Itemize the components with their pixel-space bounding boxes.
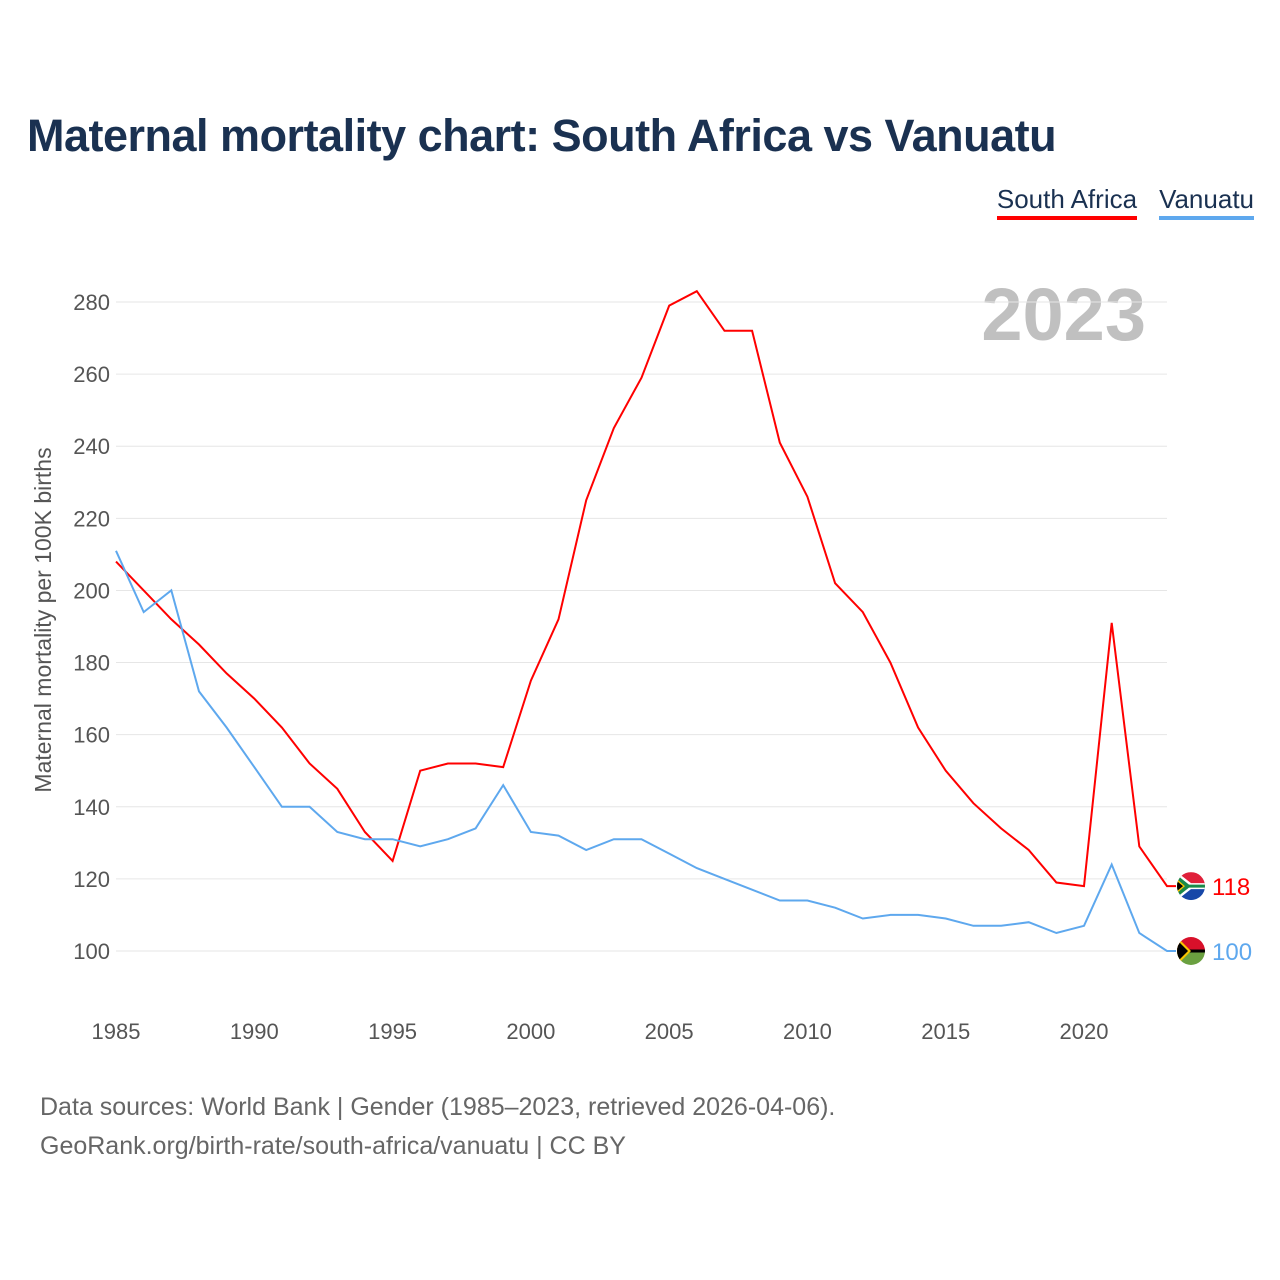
- vanuatu-flag-icon: [1177, 937, 1205, 965]
- x-tick-label: 2015: [921, 1019, 970, 1044]
- year-label: 2023: [981, 273, 1146, 356]
- south-africa-flag-icon: [1177, 872, 1205, 901]
- y-tick-label: 180: [73, 651, 110, 676]
- source-note: Data sources: World Bank | Gender (1985–…: [40, 1088, 835, 1166]
- legend-south-africa[interactable]: South Africa: [996, 184, 1138, 220]
- x-tick-label: 2005: [645, 1019, 694, 1044]
- y-tick-label: 120: [73, 867, 110, 892]
- x-tick-label: 2010: [783, 1019, 832, 1044]
- source-link[interactable]: GeoRank.org/birth-rate/south-africa/vanu…: [40, 1132, 626, 1160]
- x-tick-label: 1990: [230, 1019, 279, 1044]
- y-tick-label: 140: [73, 795, 110, 820]
- source-line-1: Data sources: World Bank | Gender (1985–…: [40, 1093, 836, 1121]
- y-tick-label: 240: [73, 434, 110, 459]
- chart-title: Maternal mortality chart: South Africa v…: [27, 110, 1057, 161]
- end-value-label: 100: [1212, 939, 1252, 966]
- legend-vanuatu[interactable]: Vanuatu: [1159, 184, 1254, 220]
- y-tick-label: 160: [73, 723, 110, 748]
- x-tick-label: 1985: [92, 1019, 141, 1044]
- y-tick-label: 260: [73, 362, 110, 387]
- y-tick-label: 220: [73, 506, 110, 531]
- series-line-south-africa: [115, 289, 1176, 888]
- y-tick-label: 200: [73, 578, 110, 603]
- legend: South Africa Vanuatu: [996, 184, 1254, 220]
- y-tick-label: 280: [73, 290, 110, 315]
- end-value-label: 118: [1212, 874, 1250, 901]
- x-tick-label: 2020: [1060, 1019, 1109, 1044]
- y-axis-label: Maternal mortality per 100K births: [30, 447, 56, 792]
- x-tick-label: 2000: [506, 1019, 555, 1044]
- series-line-vanuatu: [115, 550, 1176, 952]
- x-tick-label: 1995: [368, 1019, 417, 1044]
- y-tick-label: 100: [73, 939, 110, 964]
